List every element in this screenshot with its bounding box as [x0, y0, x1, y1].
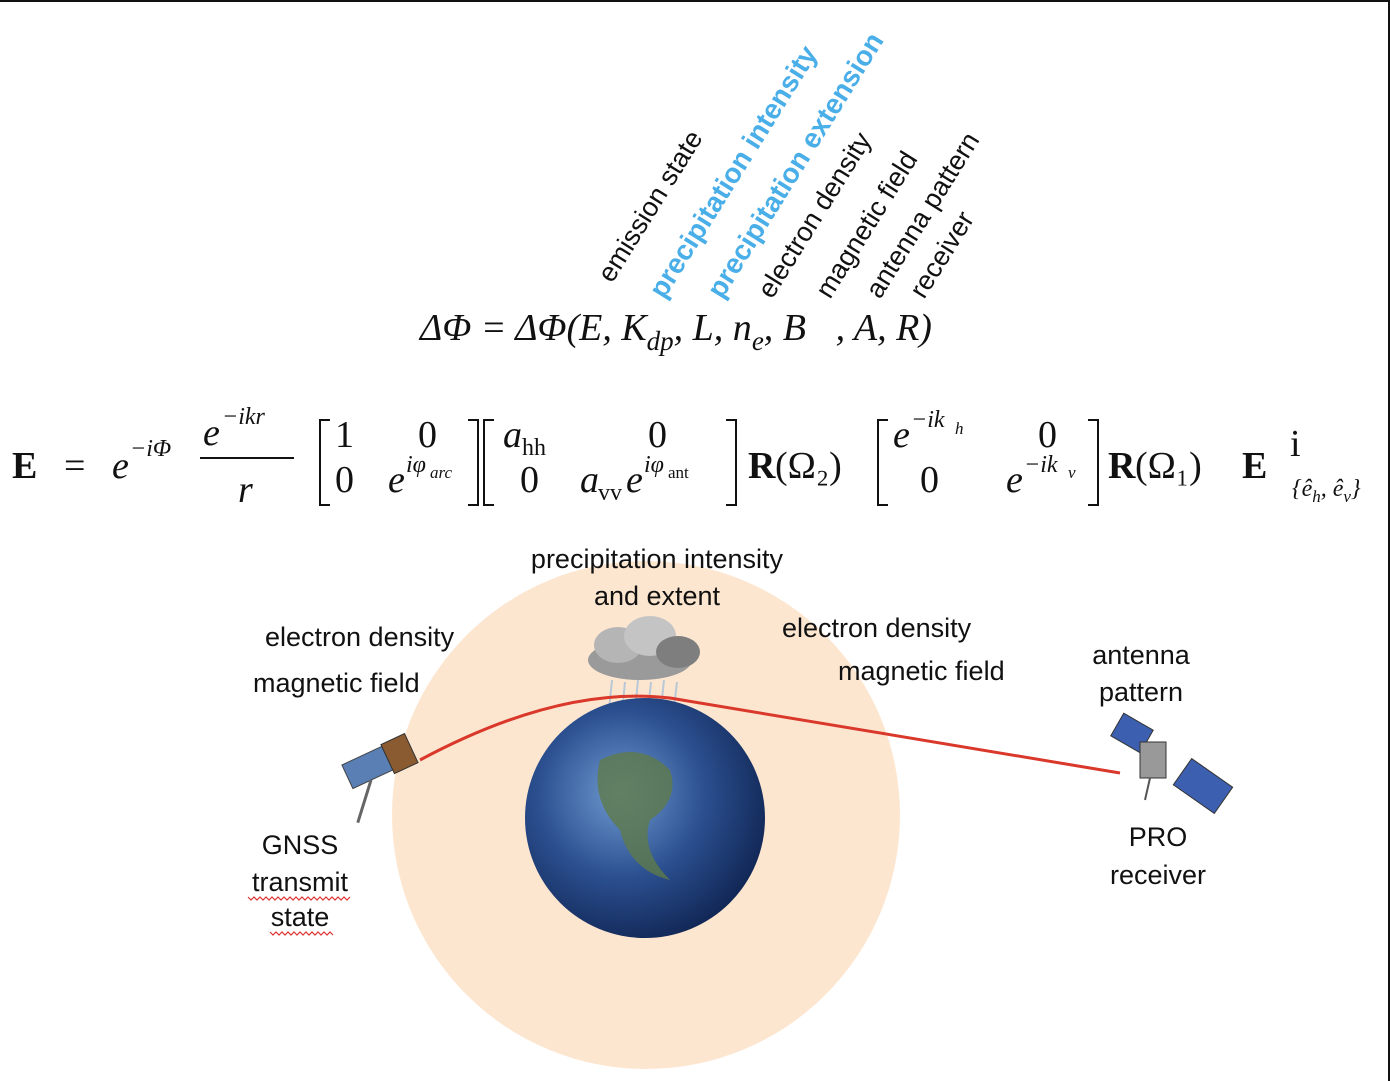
eq-term: −ikr [222, 404, 266, 430]
eq-term: = [64, 445, 85, 487]
eq-term: ΔΦ = ΔΦ(E, K [418, 307, 648, 349]
eq-term: iφ [406, 452, 426, 478]
eq-term: , ê [1321, 476, 1344, 502]
eq-term: e [388, 459, 405, 501]
eq-term: −ik [911, 407, 945, 433]
scene-label: electron density [265, 622, 455, 652]
eq-term: {êh, êv} [1292, 476, 1361, 506]
eq-term: e [1006, 459, 1023, 501]
scene-label: PRO [1129, 822, 1188, 852]
eq-term: 0 [648, 414, 667, 456]
eq-term: , B⃗, A, R) [764, 307, 932, 349]
scene-label: state [271, 902, 330, 932]
equation-1: ΔΦ = ΔΦ(E, Kdp, L, ne, B⃗, A, R) [418, 307, 932, 356]
scene-label: electron density [782, 613, 972, 643]
scene-label: transmit [252, 867, 349, 897]
eq-term: 1 [335, 414, 354, 456]
scene-label: magnetic field [253, 668, 420, 698]
eq-term: h [1312, 487, 1321, 506]
eq-term: ant [668, 463, 689, 482]
eq-term: hh [522, 435, 546, 461]
eq-term: 0 [418, 414, 437, 456]
scene-label: antenna [1092, 640, 1191, 670]
eq-term: e [112, 445, 129, 487]
eq-term: iφ [644, 452, 664, 478]
eq-term: R [748, 445, 776, 487]
scene-label: GNSS [262, 830, 339, 860]
eq-term: 0 [335, 459, 354, 501]
eq-term: e [626, 459, 643, 501]
eq-term: 0 [1038, 414, 1057, 456]
eq-term: (Ω₂) [775, 445, 842, 487]
eq-term: e [203, 412, 220, 454]
eq-term: , L, n [674, 307, 752, 349]
eq-term: 0 [520, 459, 539, 501]
eq-term: h [955, 419, 964, 438]
eq-term: E [1242, 445, 1267, 487]
eq-term: {ê [1292, 476, 1313, 502]
eq-term: 0 [920, 459, 939, 501]
eq-term: vv [598, 480, 622, 506]
eq-subscript: e [752, 326, 764, 356]
eq-term: arc [430, 463, 452, 482]
scene-label: precipitation intensity [531, 544, 784, 574]
eq-term: a [580, 459, 599, 501]
scene-label: magnetic field [838, 656, 1005, 686]
eq-term: } [1351, 476, 1361, 502]
eq-term: v [1068, 463, 1076, 482]
eq-term: E [12, 445, 37, 487]
eq-term: e [893, 414, 910, 456]
eq-term: r [238, 469, 253, 511]
eq-term: a [503, 414, 522, 456]
eq-subscript: dp [647, 326, 674, 356]
eq-term: (Ω₁) [1135, 445, 1202, 487]
scene-label: receiver [1110, 860, 1206, 890]
eq-term: R [1108, 445, 1136, 487]
scene-label: and extent [594, 581, 721, 611]
eq-term: −ik [1024, 452, 1058, 478]
eq-term: −iΦ [130, 436, 171, 462]
eq-term: i [1290, 423, 1301, 465]
scene-label: pattern [1099, 677, 1183, 707]
diagram: emission stateprecipitation intensitypre… [0, 0, 1390, 1081]
